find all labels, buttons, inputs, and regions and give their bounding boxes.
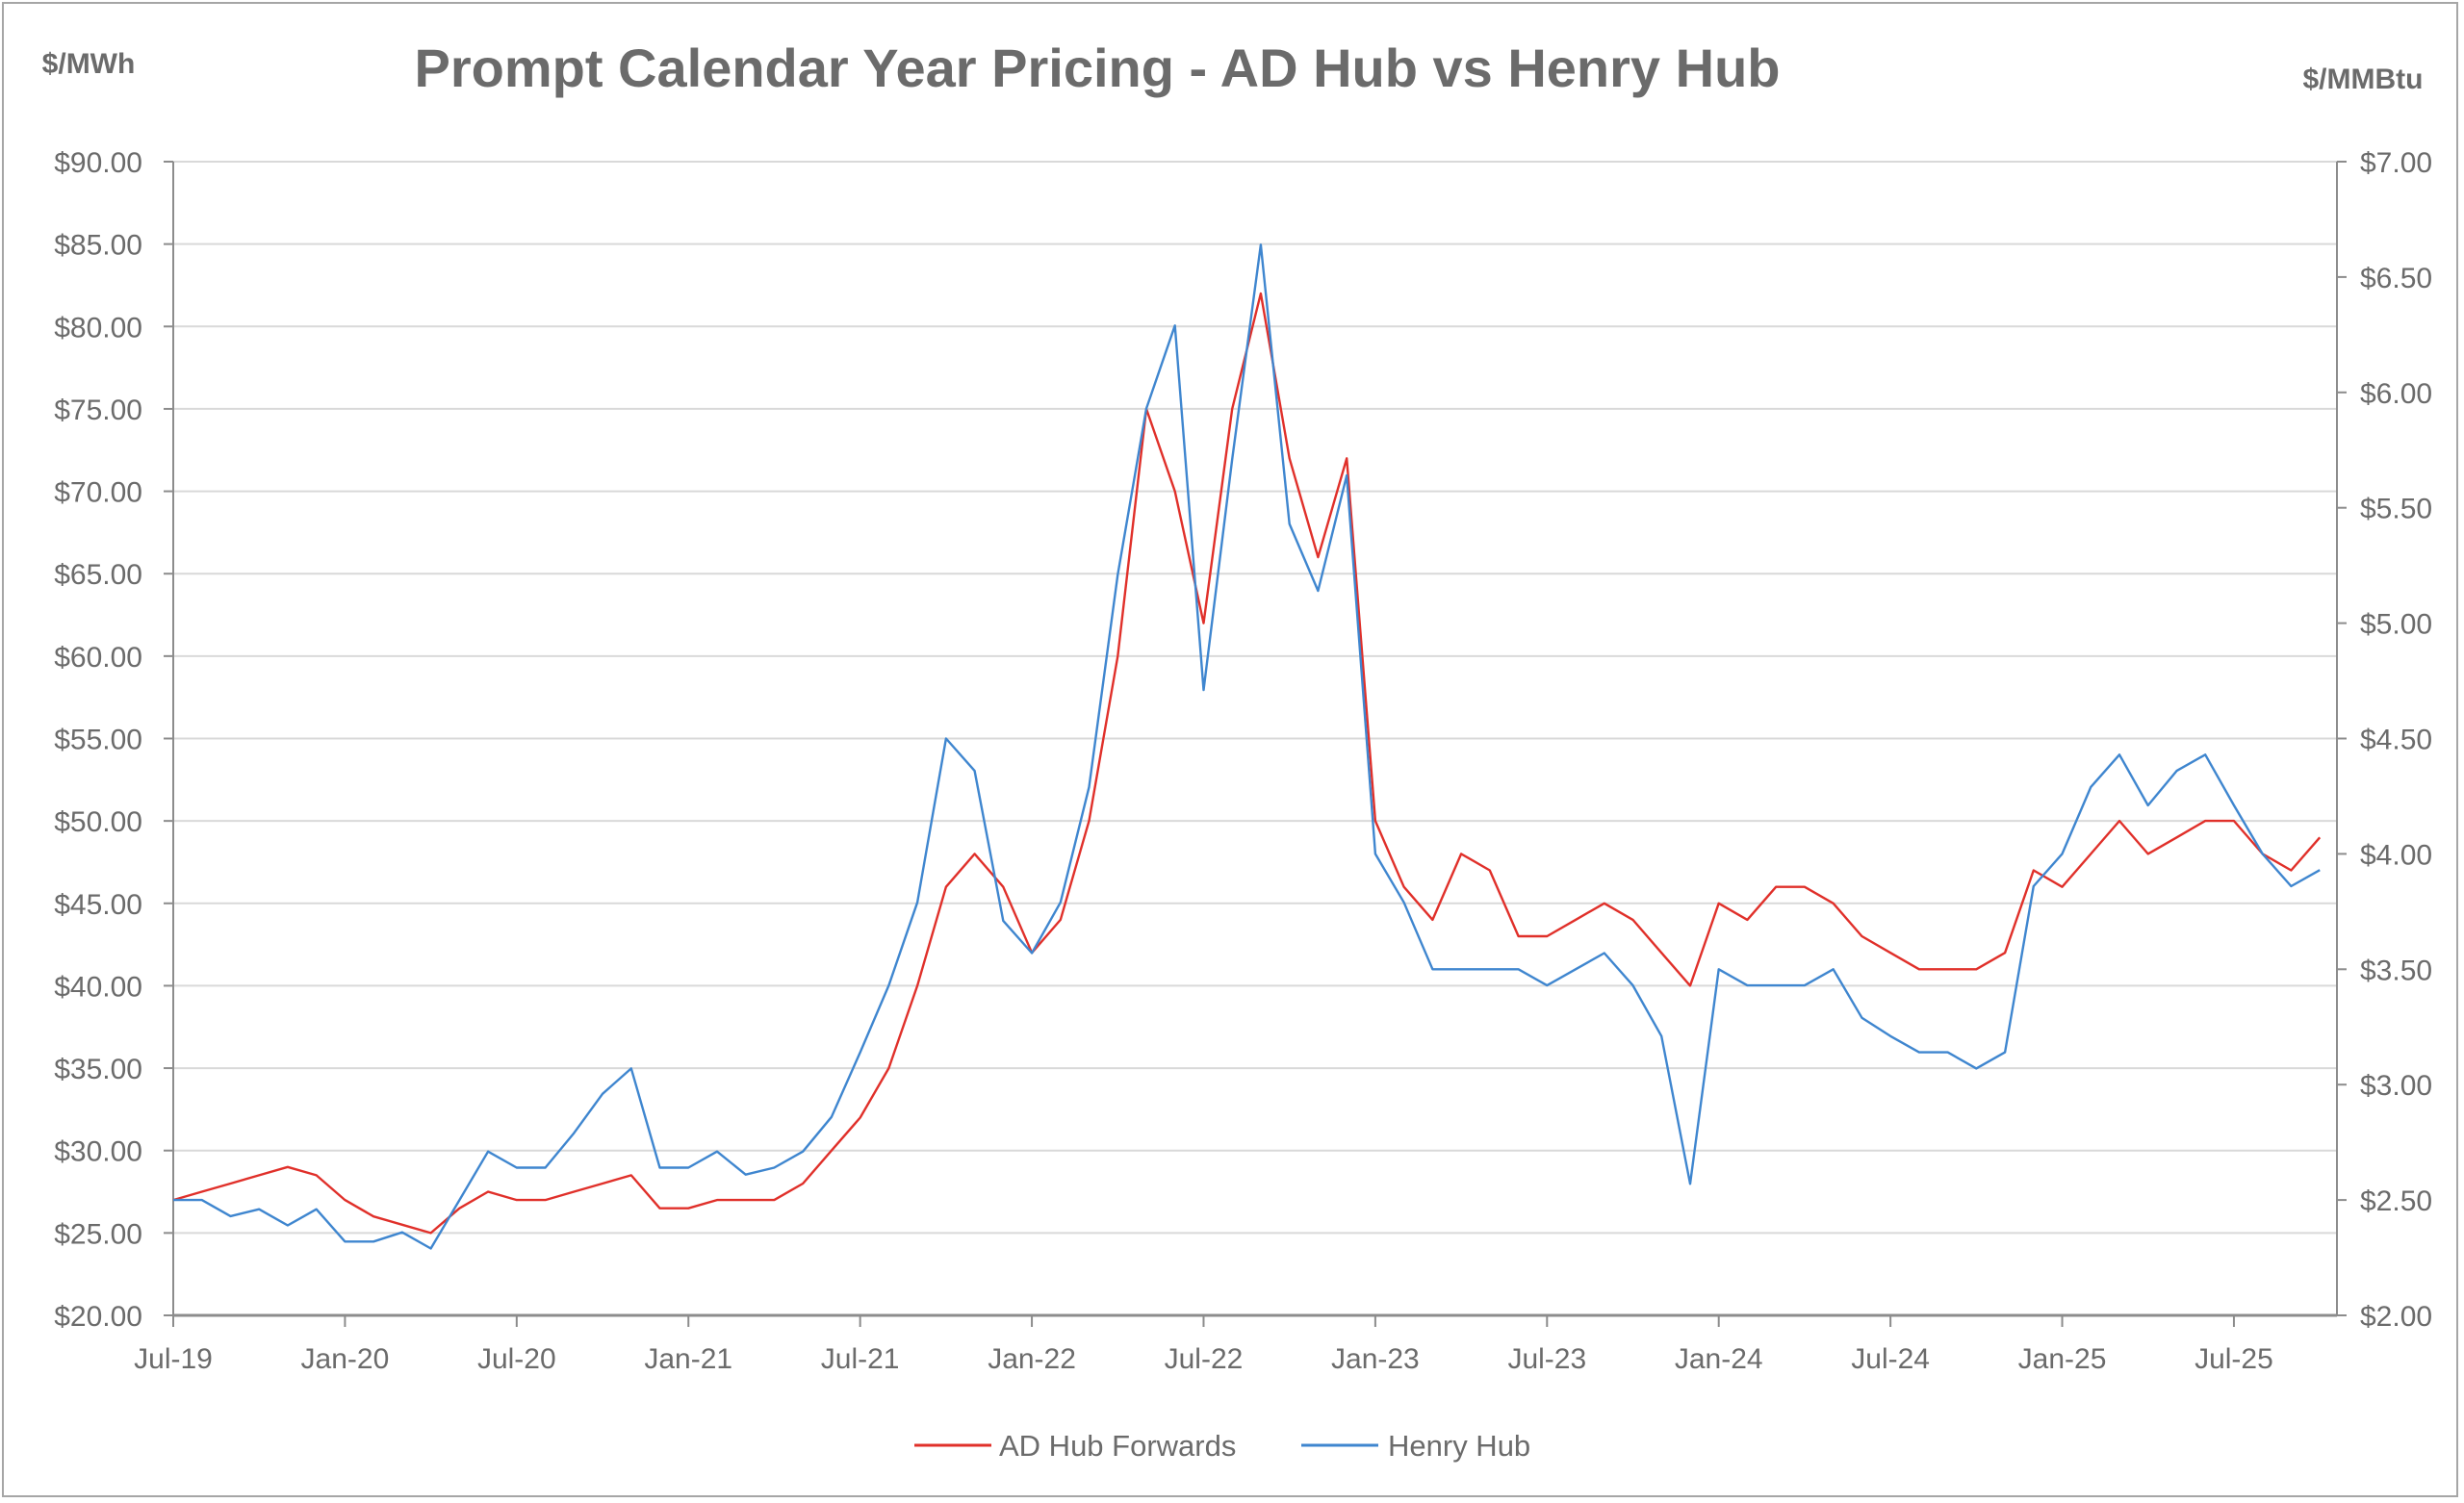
series-ad-hub-forwards [172,292,2322,1235]
left-tick-label: $45.00 [54,889,142,921]
series-henry-hub [172,243,2321,1250]
left-tick-label: $55.00 [54,725,142,756]
left-tick-label: $40.00 [54,971,142,1003]
x-tick-label: Jul-21 [821,1343,900,1375]
left-tick-label: $25.00 [54,1218,142,1250]
legend-label-henry-hub: Henry Hub [1388,1429,1530,1463]
x-tick-label: Jan-24 [1675,1343,1763,1375]
x-tick-label: Jan-21 [644,1343,732,1375]
x-tick-label: Jan-25 [2018,1343,2107,1375]
left-tick-label: $90.00 [54,147,142,179]
series-line [172,292,2322,1235]
left-tick-label: $30.00 [54,1136,142,1168]
right-tick-label: $7.00 [2360,147,2432,179]
x-tick-label: Jul-24 [1851,1343,1930,1375]
chart-title: Prompt Calendar Year Pricing - AD Hub vs… [414,38,1780,98]
series-line [173,243,2321,1250]
right-tick-label: $3.00 [2360,1070,2432,1102]
right-tick-label: $6.00 [2360,378,2432,410]
right-tick-label: $4.00 [2360,839,2432,871]
left-tick-label: $60.00 [54,642,142,674]
left-tick-label: $70.00 [54,477,142,509]
legend: AD Hub Forwards Henry Hub [914,1429,1530,1463]
x-tick-label: Jul-22 [1165,1343,1244,1375]
right-tick-label: $2.00 [2360,1301,2432,1333]
right-tick-label: $6.50 [2360,263,2432,294]
x-tick-label: Jul-19 [134,1343,213,1375]
right-tick-label: $3.50 [2360,955,2432,986]
left-tick-label: $85.00 [54,230,142,262]
x-tick-label: Jan-23 [1331,1343,1420,1375]
left-tick-label: $50.00 [54,806,142,838]
left-axis-unit-label: $/MWh [42,48,136,80]
left-tick-label: $80.00 [54,312,142,344]
left-tick-label: $20.00 [54,1301,142,1333]
left-tick-label: $35.00 [54,1054,142,1085]
right-tick-label: $5.50 [2360,494,2432,525]
right-tick-label: $5.00 [2360,609,2432,641]
right-tick-label: $2.50 [2360,1185,2432,1217]
right-tick-label: $4.50 [2360,725,2432,756]
x-tick-label: Jul-20 [477,1343,556,1375]
left-tick-label: $65.00 [54,559,142,591]
right-axis-unit-label: $/MMBtu [2303,64,2424,95]
x-tick-label: Jul-25 [2194,1343,2273,1375]
x-tick-label: Jul-23 [1507,1343,1586,1375]
left-tick-label: $75.00 [54,395,142,426]
legend-label-ad-hub: AD Hub Forwards [999,1429,1236,1463]
x-tick-label: Jan-20 [301,1343,390,1375]
x-tick-label: Jan-22 [988,1343,1076,1375]
